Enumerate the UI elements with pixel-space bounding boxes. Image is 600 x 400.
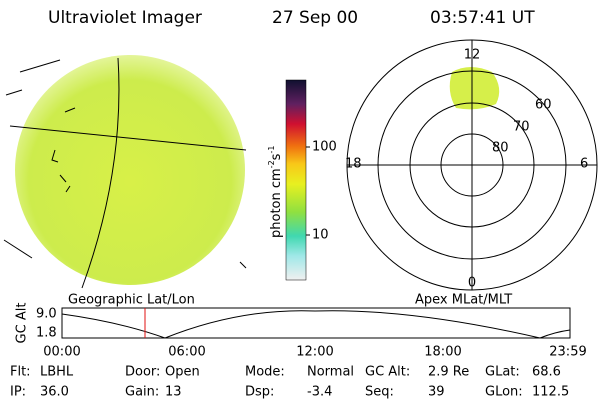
info-value: 36.0 — [40, 385, 69, 400]
info-value: Open — [165, 365, 200, 380]
info-value: LBHL — [40, 365, 74, 380]
x-tick-label: 12:00 — [296, 345, 333, 360]
unit: photon cm — [269, 168, 284, 238]
colorbar-label: photon cm-2s-1 — [267, 146, 284, 238]
mlat-label: 80 — [492, 141, 509, 156]
info-label: Mode: — [245, 365, 285, 380]
colorbar-tick: 100 — [312, 140, 337, 155]
time: 03:57:41 UT — [430, 8, 535, 28]
mlt-label: 18 — [345, 157, 362, 172]
info-label: Door: — [125, 365, 160, 380]
y-tick-label: 9.0 — [36, 307, 57, 322]
info-label: Dsp: — [245, 385, 274, 400]
info-label: GLon: — [485, 385, 523, 400]
altitude-plot: GC Alt 9.0 1.8 00:00 06:00 12:00 18:00 2… — [15, 303, 587, 360]
info-label: GC Alt: — [365, 365, 410, 380]
info-value: -3.4 — [307, 385, 332, 400]
info-value: 2.9 Re — [428, 365, 469, 380]
info-value: 13 — [165, 385, 182, 400]
mlt-label: 12 — [464, 48, 481, 63]
info-panel: Flt: LBHL Door: Open Mode: Normal GC Alt: 2.9 R… — [10, 365, 569, 400]
info-value: 68.6 — [532, 365, 561, 380]
info-label: IP: — [10, 385, 26, 400]
colorbar-tick: 10 — [312, 228, 329, 243]
info-value: 112.5 — [532, 385, 569, 400]
mlat-label: 70 — [513, 120, 530, 135]
unit: s — [269, 153, 284, 160]
info-label: Flt: — [10, 365, 31, 380]
mlt-label: 0 — [468, 276, 476, 291]
mlt-label: 6 — [580, 157, 588, 172]
x-tick-label: 00:00 — [43, 345, 80, 360]
x-tick-label: 18:00 — [424, 345, 461, 360]
mlat-label: 60 — [535, 98, 552, 113]
date: 27 Sep 00 — [272, 8, 358, 28]
colorbar: 100 10 photon cm-2s-1 — [267, 79, 337, 281]
info-label: Seq: — [365, 385, 394, 400]
y-tick-label: 1.8 — [36, 326, 57, 341]
globe-image — [3, 55, 247, 289]
polar-plot: 12 18 6 0 60 70 80 — [345, 39, 598, 291]
info-label: GLat: — [485, 365, 520, 380]
x-tick-label: 23:59 — [549, 345, 586, 360]
info-value: 39 — [428, 385, 445, 400]
axis-label: GC Alt — [15, 303, 30, 344]
unit-exp: -2 — [267, 160, 276, 168]
caption: Apex MLat/MLT — [415, 293, 512, 308]
title: Ultraviolet Imager — [48, 8, 202, 28]
info-label: Gain: — [125, 385, 159, 400]
unit-exp: -1 — [267, 146, 276, 154]
x-tick-label: 06:00 — [168, 345, 205, 360]
info-value: Normal — [307, 365, 354, 380]
caption: Geographic Lat/Lon — [68, 293, 195, 308]
